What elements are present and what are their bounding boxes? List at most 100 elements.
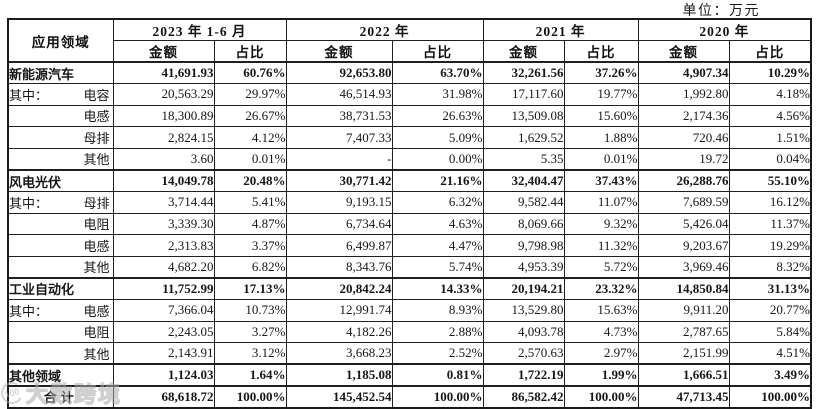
unit-label: 单位：万元 xyxy=(682,4,760,19)
ratio-cell: 4.12% xyxy=(213,126,287,149)
row-label-cell: 合计 xyxy=(7,384,114,408)
ratio-cell: 6.82% xyxy=(213,255,287,279)
ratio-cell: 1.64% xyxy=(213,363,287,387)
row-label-wrap: 合计 xyxy=(9,388,112,406)
header-year-row: 应用领域 2023 年 1-6 月 2022 年 2021 年 2020 年 xyxy=(7,18,812,63)
amount-cell: 32,404.47 xyxy=(482,168,565,193)
row-label-text: 母排 xyxy=(83,131,110,147)
amount-cell: 5.35 xyxy=(482,147,565,171)
amount-cell: 1,124.03 xyxy=(112,363,215,387)
sub-header: 金额 xyxy=(112,40,215,63)
amount-cell: 9,193.15 xyxy=(285,191,393,214)
table-row: 其他 4,682.20 6.82% 8,343.76 5.74% 4,953.39 5.72… xyxy=(7,255,812,279)
amount-cell: 3.60 xyxy=(112,147,215,171)
ratio-cell: 6.32% xyxy=(391,191,484,214)
row-label-prefix: 其中： xyxy=(9,195,49,211)
amount-cell: 2,570.63 xyxy=(482,342,565,365)
amount-cell: 1,992.80 xyxy=(637,83,730,106)
ratio-cell: 20.77% xyxy=(728,299,812,322)
row-label-cell: 母排 xyxy=(7,126,114,149)
ratio-cell: 26.67% xyxy=(213,104,287,128)
ratio-cell: 0.81% xyxy=(391,363,484,387)
ratio-cell: 20.48% xyxy=(213,168,287,193)
ratio-cell: 21.16% xyxy=(391,168,484,193)
ratio-cell: 8.93% xyxy=(391,299,484,322)
amount-cell: 68,618.72 xyxy=(112,384,215,408)
table-row: 其中： 母排 3,714.44 5.41% 9,193.15 6.32% 9,582.44 1… xyxy=(7,191,812,214)
row-label-cell: 其他领域 xyxy=(7,363,114,387)
row-label-wrap: 其他 xyxy=(9,257,112,276)
row-label-wrap: 电阻 xyxy=(9,214,112,233)
row-label-wrap: 其中： 电容 xyxy=(9,85,112,104)
amount-cell: 2,313.83 xyxy=(112,234,215,257)
ratio-cell: 29.97% xyxy=(213,83,287,106)
amount-cell: 92,653.80 xyxy=(285,61,393,85)
amount-cell: 32,261.56 xyxy=(482,61,565,85)
row-label-cell: 其中： 电感 xyxy=(7,299,114,322)
ratio-cell: 19.77% xyxy=(563,83,639,106)
ratio-cell: 0.04% xyxy=(728,147,812,171)
row-label-text: 其他 xyxy=(83,260,110,276)
amount-cell: 2,151.99 xyxy=(637,342,730,365)
table-row: 电阻 3,339.30 4.87% 6,734.64 4.63% 8,069.66 9.32… xyxy=(7,212,812,236)
ratio-cell: 4.51% xyxy=(728,342,812,365)
row-label-text: 其他 xyxy=(83,152,110,168)
row-label-text: 新能源汽车 xyxy=(9,66,75,82)
table-header: 应用领域 2023 年 1-6 月 2022 年 2021 年 2020 年金额 占比 金额… xyxy=(7,18,812,63)
ratio-cell: 3.12% xyxy=(213,342,287,365)
row-label-text: 母排 xyxy=(83,195,110,211)
amount-cell: 720.46 xyxy=(637,126,730,149)
amount-cell: 3,969.46 xyxy=(637,255,730,279)
amount-cell: 18,300.89 xyxy=(112,104,215,128)
row-label-text: 电阻 xyxy=(83,217,110,233)
row-label-wrap: 其他 xyxy=(9,344,112,363)
table-row: 工业自动化 11,752.99 17.13% 20,842.24 14.33% 20,19… xyxy=(7,276,812,301)
table-row: 其他领域 1,124.03 1.64% 1,185.08 0.81% 1,722.19 1.… xyxy=(7,363,812,387)
ratio-cell: 0.01% xyxy=(213,147,287,171)
row-label-text: 工业自动化 xyxy=(9,282,75,298)
row-label-cell: 风电光伏 xyxy=(7,168,114,193)
header-sub-row: 金额 占比 金额 占比 金额 占比 金额 占比 xyxy=(8,40,812,63)
amount-cell: 19.72 xyxy=(637,147,730,171)
ratio-cell: 9.32% xyxy=(563,212,639,236)
table-row: 其他 3.60 0.01% -0.00% 5.35 0.01% 19.72 0.04% xyxy=(7,147,812,171)
amount-cell: 13,529.80 xyxy=(482,299,565,322)
row-label-text: 风电光伏 xyxy=(9,174,62,190)
application-area-table: 应用领域 2023 年 1-6 月 2022 年 2021 年 2020 年金额 占比 金额… xyxy=(7,18,812,409)
sub-header: 金额 xyxy=(637,40,730,63)
row-label-text: 电感 xyxy=(83,109,110,125)
ratio-cell: 4.56% xyxy=(728,104,812,128)
amount-cell: 1,185.08 xyxy=(285,363,393,387)
year-header: 2022 年 xyxy=(285,18,484,41)
row-label-text: 电感 xyxy=(83,239,110,255)
row-label-cell: 电阻 xyxy=(7,320,114,344)
row-label-cell: 电感 xyxy=(7,234,114,257)
amount-cell: 7,407.33 xyxy=(285,126,393,149)
row-label-wrap: 电感 xyxy=(9,106,112,125)
row-label-cell: 新能源汽车 xyxy=(7,61,114,85)
amount-cell: 2,143.91 xyxy=(112,342,215,365)
amount-cell: 12,991.74 xyxy=(285,299,393,322)
ratio-cell: 5.09% xyxy=(391,126,484,149)
sub-header: 金额 xyxy=(482,40,565,63)
table-row: 风电光伏 14,049.78 20.48% 30,771.42 21.16% 32,404… xyxy=(7,168,812,193)
row-label-text: 其他领域 xyxy=(9,368,62,384)
row-label-prefix: 其中： xyxy=(9,303,49,319)
row-label-cell: 电感 xyxy=(7,104,114,128)
row-label-wrap: 新能源汽车 xyxy=(9,64,112,83)
table-row: 合计 68,618.72 100.00% 145,452.54 100.00% 86,58… xyxy=(7,384,812,408)
amount-cell: 9,798.98 xyxy=(482,234,565,257)
ratio-cell: 19.29% xyxy=(728,234,812,257)
ratio-cell: 8.32% xyxy=(728,255,812,279)
ratio-cell: 11.07% xyxy=(563,191,639,214)
ratio-cell: 5.72% xyxy=(563,255,639,279)
amount-cell: 86,582.42 xyxy=(482,384,565,408)
ratio-cell: 15.60% xyxy=(563,104,639,128)
ratio-cell: 4.18% xyxy=(728,83,812,106)
amount-cell: 2,787.65 xyxy=(637,320,730,344)
ratio-cell: 23.32% xyxy=(563,276,639,301)
ratio-cell: 10.73% xyxy=(213,299,287,322)
ratio-cell: 2.52% xyxy=(391,342,484,365)
amount-cell: 2,824.15 xyxy=(112,126,215,149)
row-label-cell: 其他 xyxy=(7,255,114,279)
